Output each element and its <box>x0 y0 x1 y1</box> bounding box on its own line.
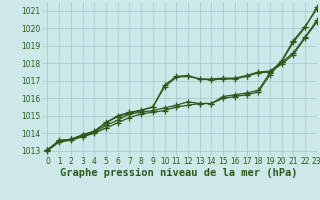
X-axis label: Graphe pression niveau de la mer (hPa): Graphe pression niveau de la mer (hPa) <box>60 168 298 178</box>
